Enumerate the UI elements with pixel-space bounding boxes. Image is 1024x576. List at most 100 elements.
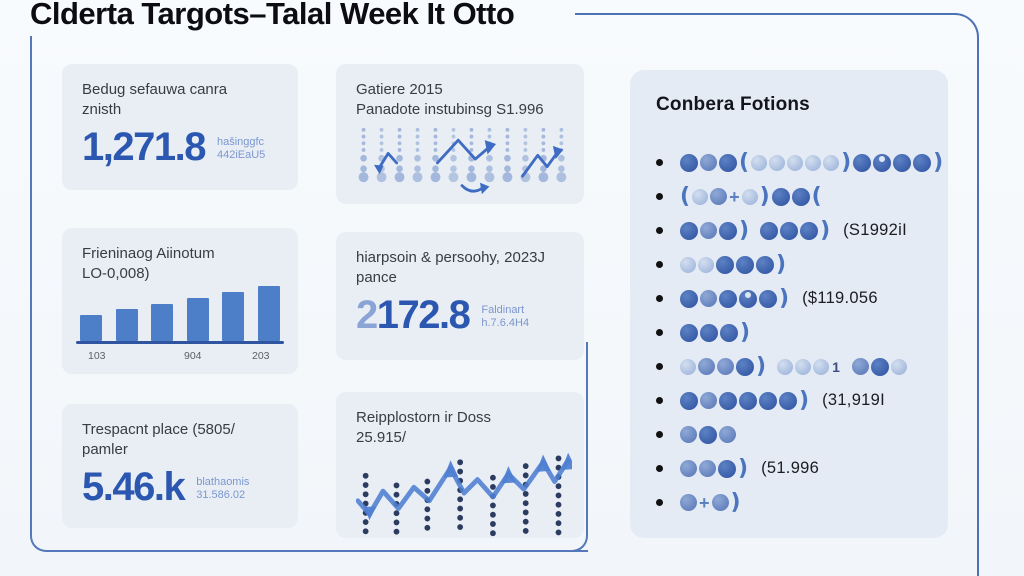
glyph: + <box>729 186 740 207</box>
list-item: ) <box>656 253 930 275</box>
glyph: ( <box>739 149 750 175</box>
bullet-icon <box>656 227 663 234</box>
list-item: ) (31,919I <box>656 389 930 411</box>
glyph-icons: (+) ( <box>679 185 823 207</box>
list-item: ) <box>656 321 930 343</box>
coin-icon <box>700 323 718 342</box>
item-value: (S1992iI <box>843 221 907 239</box>
list-item: ) 1 <box>656 353 930 379</box>
x-tick: 103 <box>88 350 106 362</box>
bullet-icon <box>656 193 663 200</box>
coin-icon <box>751 154 768 171</box>
coin-icon <box>680 460 697 477</box>
coin-icon <box>680 323 698 342</box>
metric-card-3[interactable]: hiarpsoin & persoohy, 2023J pance 2 172.8… <box>336 232 584 360</box>
coin-icon <box>791 187 810 206</box>
coin-icon <box>780 221 799 240</box>
x-tick: 203 <box>252 350 270 362</box>
bullet-icon <box>656 397 663 404</box>
metric-card-1[interactable]: Bedug sefauwa canra znisth 1,271.8 hašin… <box>62 64 298 190</box>
bullet-icon <box>656 465 663 472</box>
list-item: )) (S1992iI <box>656 217 930 243</box>
coin-icon <box>699 460 716 477</box>
bar <box>257 286 280 341</box>
coin-icon <box>805 154 822 171</box>
card-label-line2: pamler <box>82 440 128 458</box>
coin-icon <box>853 153 872 172</box>
card-label: Bedug sefauwa canra znisth <box>82 80 278 119</box>
glyph: ) <box>756 353 767 379</box>
bar <box>80 314 102 341</box>
coin-icon <box>698 256 714 273</box>
zigzag-chart-card[interactable]: Reipplostorn ir Doss 25.915/ <box>336 392 584 539</box>
metric-subtext: hašinggfc 442iEaU5 <box>217 136 265 168</box>
card-label-line2: znisth <box>82 100 122 118</box>
bullet-icon <box>656 295 663 302</box>
chart-baseline <box>76 341 284 344</box>
glyph-icons: ) <box>679 457 749 479</box>
coin-icon <box>787 154 804 171</box>
list-item: ) ($119.056 <box>656 287 930 309</box>
item-value: ($119.056 <box>802 289 878 307</box>
metric-value: 1,271.8 <box>82 125 206 169</box>
coin-icon <box>893 153 912 172</box>
card-label-line2: 25.915/ <box>356 428 407 446</box>
metric-value: 172.8 <box>376 293 471 337</box>
coin-icon <box>719 289 737 308</box>
dot-matrix-graphic <box>356 125 568 197</box>
coin-icon <box>718 459 736 478</box>
bar-chart <box>76 286 284 344</box>
coin-icon <box>711 494 729 511</box>
coin-icon <box>700 290 717 307</box>
coin-icon <box>680 153 698 172</box>
coin-icon <box>736 255 754 274</box>
list-item: ()) <box>656 151 943 173</box>
person-coin-icon <box>739 289 757 308</box>
panel-title: Conbera Fotions <box>656 94 810 115</box>
coin-icon <box>680 426 697 443</box>
coin-icon <box>890 358 907 375</box>
coin-icon <box>700 222 717 239</box>
coin-icon <box>913 153 932 172</box>
glyph: 1 <box>832 358 840 375</box>
coin-icon <box>719 221 737 240</box>
coin-icon <box>823 154 840 171</box>
fotions-list: ())(+)()) (S1992iI)) ($119.056)) 1) (31,919I… <box>656 151 943 513</box>
glyph-icons: ) 1 <box>679 353 908 379</box>
glyph: ) <box>841 149 852 175</box>
dot-matrix-card[interactable]: Gatiere 2015 Panadote instubinsg S1.996 <box>336 64 584 204</box>
bar <box>186 298 209 341</box>
glyph-icons: ()) <box>679 149 944 175</box>
coin-icon <box>700 154 717 171</box>
coin-icon <box>771 187 790 206</box>
glyph: ) <box>739 217 750 243</box>
card-label-line2: pance <box>356 268 397 286</box>
card-label: Gatiere 2015 Panadote instubinsg S1.996 <box>356 80 564 119</box>
dotted-columns <box>362 455 562 539</box>
list-item: (+) ( <box>656 185 930 207</box>
card-label-line1: Reipplostorn ir Doss <box>356 409 492 426</box>
coin-icon <box>680 221 698 240</box>
list-item <box>656 424 930 445</box>
card-label-line2: Panadote instubinsg S1.996 <box>356 100 544 118</box>
card-label: Trespacnt place (5805/ pamler <box>82 420 278 459</box>
coin-icon <box>716 255 734 274</box>
bar-chart-card[interactable]: Frieninaog Aiinotum LO-0,008) 103 904 20… <box>62 228 298 374</box>
coin-icon <box>813 358 830 375</box>
coin-icon <box>680 256 696 273</box>
glyph-icons: )) <box>679 217 831 243</box>
glyph: + <box>699 492 710 513</box>
zigzag-line <box>355 457 571 517</box>
card-label-line1: Bedug sefauwa canra <box>82 81 228 98</box>
coin-icon <box>851 358 869 375</box>
coin-icon <box>769 154 786 171</box>
glyph: ) <box>933 149 944 175</box>
card-label-line1: Trespacnt place (5805/ <box>82 421 235 438</box>
metric-subtext: blathaomis 31.586.02 <box>196 476 249 508</box>
item-value: (31,919I <box>822 391 886 409</box>
coin-icon <box>680 289 698 308</box>
bar-series <box>80 286 280 341</box>
metric-card-2[interactable]: Trespacnt place (5805/ pamler 5.46.k bla… <box>62 404 298 528</box>
card-label-line1: Gatiere 2015 <box>356 81 443 98</box>
bullet-icon <box>656 363 663 370</box>
